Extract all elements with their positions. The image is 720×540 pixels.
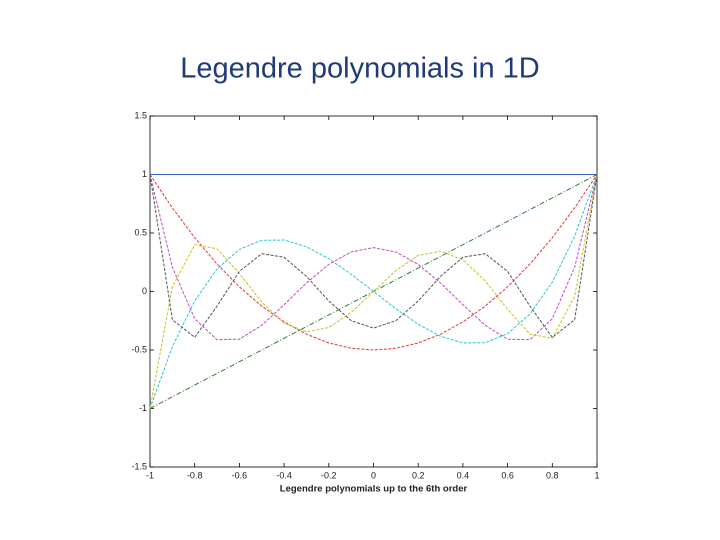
x-tick-label: -0.6 bbox=[232, 470, 248, 480]
y-tick-label: -1.5 bbox=[131, 461, 147, 471]
chart-title: Legendre polynomials in 1D bbox=[180, 53, 540, 85]
x-axis-label: Legendre polynomials up to the 6th order bbox=[280, 484, 468, 495]
x-tick-label: 0 bbox=[371, 470, 376, 480]
x-tick-label: -0.4 bbox=[276, 470, 292, 480]
series-line bbox=[149, 174, 598, 341]
x-tick-label: 0.4 bbox=[457, 470, 470, 480]
series-line bbox=[149, 174, 598, 409]
y-tick-label: -0.5 bbox=[131, 344, 147, 354]
y-tick-label: 1.5 bbox=[134, 110, 147, 120]
x-tick-label: 0.6 bbox=[501, 470, 514, 480]
y-tick-label: -1 bbox=[139, 403, 147, 413]
y-tick-label: 0.5 bbox=[134, 227, 147, 237]
y-tick-label: 1 bbox=[142, 169, 147, 179]
x-tick-label: 0.8 bbox=[546, 470, 559, 480]
x-tick-label: 0.2 bbox=[412, 470, 425, 480]
y-tick-label: 0 bbox=[142, 286, 147, 296]
series-line bbox=[149, 174, 598, 339]
x-tick-label: 1 bbox=[594, 470, 599, 480]
x-tick-label: -1 bbox=[146, 470, 154, 480]
x-tick-label: -0.2 bbox=[321, 470, 337, 480]
x-tick-label: -0.8 bbox=[187, 470, 203, 480]
series-line bbox=[149, 174, 598, 351]
